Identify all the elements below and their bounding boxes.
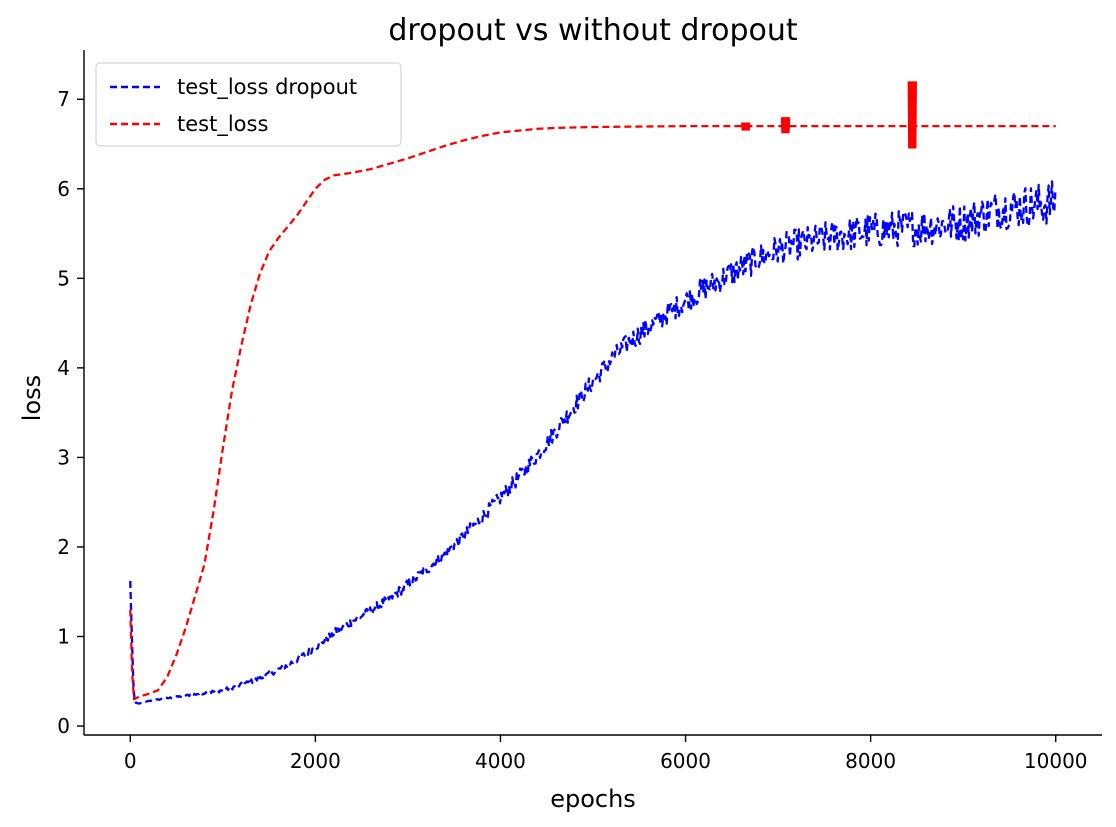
y-tick-label: 6 [57, 177, 70, 201]
legend-label-dropout: test_loss dropout [177, 75, 357, 100]
series-spike-no-dropout [741, 122, 751, 131]
x-tick-label: 8000 [845, 749, 896, 773]
plot-area [129, 81, 1057, 705]
y-axis-title: loss [18, 375, 46, 421]
x-tick-label: 10000 [1024, 749, 1088, 773]
x-tick-label: 6000 [660, 749, 711, 773]
y-tick-label: 5 [57, 266, 70, 290]
series-line-no-dropout [129, 124, 1057, 701]
x-tick-label: 2000 [290, 749, 341, 773]
y-tick-label: 7 [57, 87, 70, 111]
y-tick-label: 3 [57, 445, 70, 469]
y-tick-label: 0 [57, 714, 70, 738]
chart-title: dropout vs without dropout [388, 13, 798, 48]
y-axis-ticks: 0 1 2 3 4 5 6 7 [57, 87, 84, 738]
series-spike-no-dropout [780, 117, 791, 134]
y-tick-label: 1 [57, 625, 70, 649]
x-tick-label: 4000 [475, 749, 526, 773]
x-axis-ticks: 0 2000 4000 6000 8000 10000 [124, 735, 1088, 773]
legend-box [95, 62, 402, 147]
x-tick-label: 0 [124, 749, 137, 773]
series-spike-no-dropout [907, 81, 917, 149]
series-line-dropout [129, 180, 1057, 705]
x-axis-title: epochs [550, 785, 636, 813]
legend: test_loss dropout test_loss [95, 62, 402, 147]
y-tick-label: 4 [57, 356, 70, 380]
legend-label-no-dropout: test_loss [177, 112, 268, 137]
series-layer [129, 81, 1057, 705]
y-tick-label: 2 [57, 535, 70, 559]
